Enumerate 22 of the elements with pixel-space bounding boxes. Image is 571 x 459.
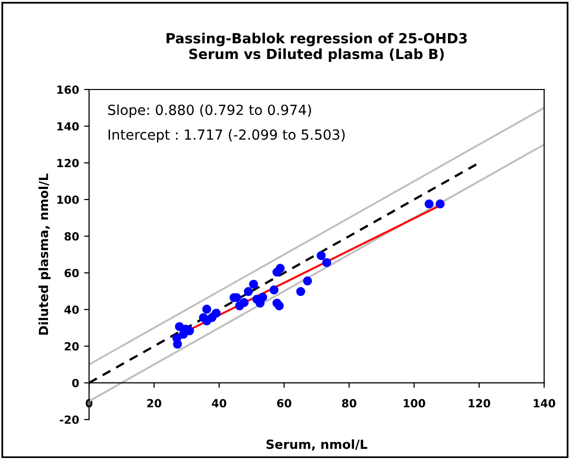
y-tick-label: 120	[57, 158, 79, 168]
chart-title: Passing-Bablok regression of 25-OHD3 Serum vs Diluted plasma (Lab B)	[166, 32, 467, 62]
x-tick-label: 80	[342, 399, 356, 408]
x-tick-label: 40	[212, 399, 226, 408]
y-tick-label: 20	[64, 342, 79, 351]
x-tick-label: 100	[404, 399, 426, 408]
x-tick-label: 20	[147, 399, 162, 408]
annotation: Intercept : 1.717 (-2.099 to 5.503)	[108, 129, 345, 143]
y-tick-label: 100	[57, 195, 79, 204]
x-tick-label: 60	[277, 399, 292, 408]
y-tick-label: 160	[57, 85, 79, 94]
x-tick-label: 140	[534, 399, 556, 408]
x-tick-label: 120	[468, 399, 490, 408]
y-tick-label: 140	[57, 122, 79, 131]
y-tick-label: -20	[60, 416, 79, 424]
y-tick-label: 0	[72, 378, 79, 388]
y-tick-label: 80	[64, 232, 79, 241]
y-tick-label: 60	[64, 268, 79, 278]
x-axis-title: Serum, nmol/L	[266, 439, 368, 451]
annotation: Slope: 0.880 (0.792 to 0.974)	[108, 104, 312, 118]
y-tick-label: 40	[64, 305, 79, 314]
y-axis-title: Diluted plasma, nmol/L	[38, 174, 51, 335]
